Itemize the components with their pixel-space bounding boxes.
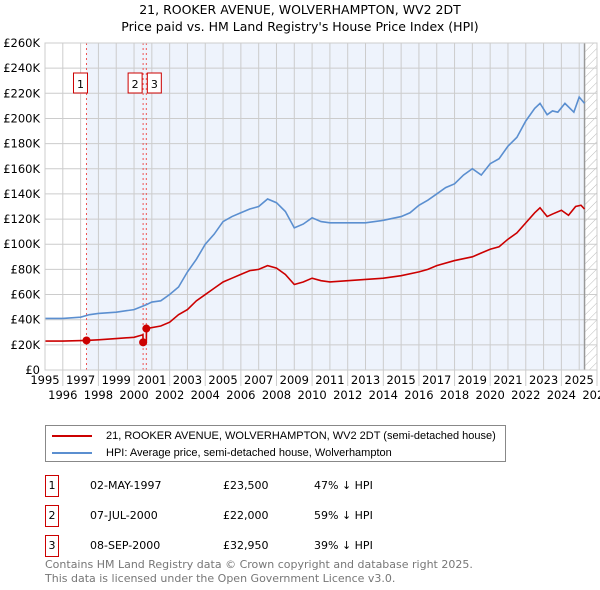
legend-item-property: 21, ROOKER AVENUE, WOLVERHAMPTON, WV2 2D…: [46, 427, 496, 445]
x-tick-label: 2014: [369, 388, 398, 402]
x-tick-label: 2003: [173, 373, 202, 387]
legend-label-hpi: HPI: Average price, semi-detached house,…: [106, 447, 392, 459]
transaction-price: £23,500: [223, 479, 269, 492]
y-tick-label: £260K: [3, 36, 40, 50]
y-tick-label: £120K: [3, 212, 40, 226]
y-tick-label: £20K: [11, 338, 41, 352]
transaction-price: £32,950: [223, 539, 269, 552]
x-tick-label: 2016: [404, 388, 433, 402]
x-tick-label: 1998: [84, 388, 113, 402]
transaction-hpi: 59% ↓ HPI: [314, 509, 373, 522]
transaction-date: 07-JUL-2000: [90, 509, 158, 522]
x-tick-label: 2025: [565, 373, 594, 387]
x-tick-label: 2006: [226, 388, 255, 402]
y-tick-label: £40K: [11, 313, 41, 327]
sale-point: [139, 338, 148, 347]
y-tick-label: £0: [25, 363, 40, 377]
transaction-row: 1 02-MAY-1997 £23,500 47% ↓ HPI: [45, 475, 545, 497]
sale-marker-label: 1: [77, 78, 84, 91]
price-chart: £0 £20K £40K £60K £80K £100K £120K £140K £160K £1…: [3, 36, 600, 402]
sale-marker-box: [72, 72, 88, 94]
y-tick-label: £140K: [3, 187, 40, 201]
y-tick-label: £60K: [11, 288, 41, 302]
y-tick-label: £240K: [3, 61, 40, 75]
x-tick-label: 2000: [119, 388, 148, 402]
x-tick-label: 2001: [137, 373, 166, 387]
y-tick-label: £180K: [3, 137, 40, 151]
x-tick-label: 2002: [155, 388, 184, 402]
x-tick-label: 2021: [493, 373, 522, 387]
x-tick-label: 2007: [244, 373, 273, 387]
sale-marker-box: [127, 72, 143, 94]
x-tick-label: 2012: [333, 388, 362, 402]
chart-title: 21, ROOKER AVENUE, WOLVERHAMPTON, WV2 2D…: [139, 2, 461, 17]
x-tick-label: 2008: [262, 388, 291, 402]
transaction-marker: 2: [45, 505, 59, 527]
chart-legend: 21, ROOKER AVENUE, WOLVERHAMPTON, WV2 2D…: [45, 425, 506, 462]
x-tick-label: 2010: [297, 388, 326, 402]
x-tick-label: 2020: [476, 388, 505, 402]
x-tick-label: 2022: [511, 388, 540, 402]
sale-marker-label: 2: [132, 78, 139, 91]
x-tick-label: 1995: [30, 373, 59, 387]
chart-subtitle: Price paid vs. HM Land Registry's House …: [121, 19, 479, 34]
transaction-date: 02-MAY-1997: [90, 479, 162, 492]
y-tick-label: £220K: [3, 86, 40, 100]
x-tick-label: 1999: [102, 373, 131, 387]
hpi-line: [45, 95, 586, 320]
transaction-hpi: 47% ↓ HPI: [314, 479, 373, 492]
plot-frame: [44, 42, 598, 371]
x-tick-label: 2024: [547, 388, 576, 402]
y-tick-label: £200K: [3, 111, 40, 125]
transaction-row: 2 07-JUL-2000 £22,000 59% ↓ HPI: [45, 505, 545, 527]
sale-marker-label: 3: [151, 78, 158, 91]
x-tick-label: 2026: [582, 388, 600, 402]
footer-licence: This data is licensed under the Open Gov…: [45, 572, 396, 585]
x-tick-label: 2017: [422, 373, 451, 387]
sale-point: [142, 324, 151, 333]
transaction-marker: 3: [45, 535, 59, 557]
transaction-row: 3 08-SEP-2000 £32,950 39% ↓ HPI: [45, 535, 545, 557]
y-tick-label: £160K: [3, 162, 40, 176]
legend-item-hpi: HPI: Average price, semi-detached house,…: [46, 444, 392, 462]
transaction-hpi: 39% ↓ HPI: [314, 539, 373, 552]
y-tick-label: £100K: [3, 237, 40, 251]
transaction-price: £22,000: [223, 509, 269, 522]
x-tick-label: 2005: [208, 373, 237, 387]
x-tick-label: 1996: [48, 388, 77, 402]
x-tick-label: 1997: [66, 373, 95, 387]
forecast-hatch: [584, 43, 597, 370]
x-tick-label: 2023: [529, 373, 558, 387]
x-tick-label: 2019: [458, 373, 487, 387]
x-tick-label: 2018: [440, 388, 469, 402]
transaction-marker: 1: [45, 475, 59, 497]
y-tick-label: £80K: [11, 262, 41, 276]
x-tick-label: 2009: [280, 373, 309, 387]
transaction-date: 08-SEP-2000: [90, 539, 161, 552]
sale-marker-box: [146, 72, 162, 94]
footer-copyright: Contains HM Land Registry data © Crown c…: [45, 558, 473, 571]
x-tick-label: 2004: [191, 388, 220, 402]
x-tick-label: 2013: [351, 373, 380, 387]
x-tick-label: 2015: [386, 373, 415, 387]
legend-label-property: 21, ROOKER AVENUE, WOLVERHAMPTON, WV2 2D…: [106, 430, 496, 442]
sale-point: [82, 336, 91, 345]
x-tick-label: 2011: [315, 373, 344, 387]
